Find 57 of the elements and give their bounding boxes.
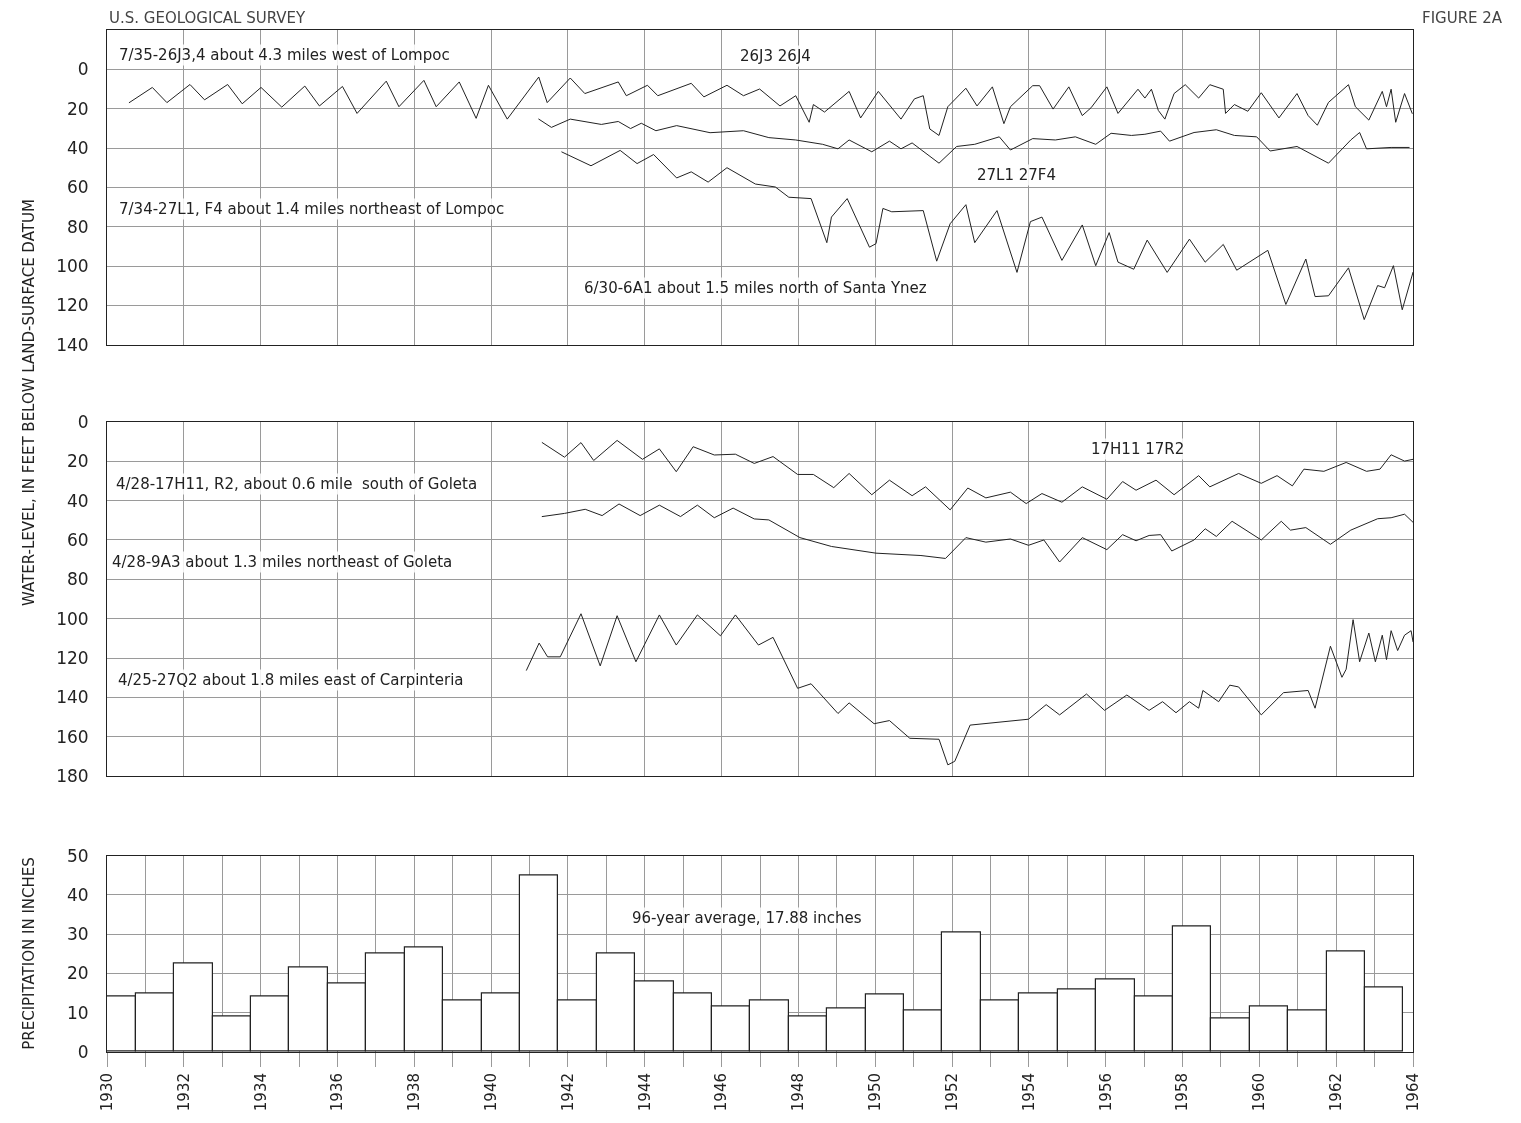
y-axis-title: WATER-LEVEL, IN FEET BELOW LAND-SURFACE DATUM	[19, 199, 38, 607]
x-tick-label: 1940	[481, 1073, 500, 1112]
x-tick-label: 1952	[942, 1073, 961, 1112]
y-tick-label: 0	[77, 411, 89, 432]
y-tick-label: 20	[66, 451, 89, 472]
y-tick-label: 0	[77, 1041, 89, 1062]
x-tick-label: 1962	[1327, 1073, 1346, 1112]
y-tick-label: 80	[66, 569, 89, 590]
x-tick-label: 1938	[405, 1073, 424, 1112]
y-tick-label: 40	[66, 490, 89, 511]
x-tick-label: 1936	[328, 1073, 347, 1112]
x-tick-label: 1930	[97, 1073, 116, 1112]
x-tick-label: 1956	[1096, 1073, 1115, 1112]
annotation: 7/35-26J3,4 about 4.3 miles west of Lompoc	[119, 46, 450, 64]
annotation: 96-year average, 17.88 inches	[632, 909, 862, 927]
y-tick-label: 100	[56, 608, 89, 629]
y-tick-label: 120	[56, 647, 89, 668]
y-tick-label: 50	[66, 845, 89, 866]
x-tick-label: 1942	[558, 1073, 577, 1112]
y-tick-label: 20	[66, 98, 89, 119]
x-tick-label: 1946	[712, 1073, 731, 1112]
y-tick-label: 40	[66, 137, 89, 158]
x-tick-label: 1964	[1403, 1073, 1422, 1112]
line-series	[538, 118, 1410, 164]
annotation: 27L1 27F4	[977, 166, 1057, 184]
x-tick-label: 1948	[789, 1073, 808, 1112]
x-tick-label: 1944	[635, 1073, 654, 1112]
y-tick-label: 30	[66, 924, 89, 945]
annotation: 7/34-27L1, F4 about 1.4 miles northeast of Lompoc	[119, 200, 505, 218]
y-tick-label: 160	[56, 726, 89, 747]
x-tick-label: 1950	[866, 1073, 885, 1112]
y-axis-title: PRECIPITATION IN INCHES	[20, 857, 39, 1050]
y-tick-label: 100	[56, 256, 89, 277]
x-tick-label: 1958	[1173, 1073, 1192, 1112]
y-tick-label: 10	[66, 1002, 89, 1023]
y-tick-label: 180	[56, 766, 89, 787]
caption: FIGURE 2A	[1422, 9, 1503, 27]
y-tick-label: 120	[56, 295, 89, 316]
y-tick-label: 60	[66, 177, 89, 198]
x-tick-label: 1934	[251, 1073, 270, 1112]
annotation: 4/28-17H11, R2, about 0.6 mile south of Goleta	[116, 475, 478, 493]
x-tick-label: 1960	[1250, 1073, 1269, 1112]
annotation: 4/25-27Q2 about 1.8 miles east of Carpinteria	[118, 671, 464, 689]
y-tick-label: 20	[66, 963, 89, 984]
x-tick-label: 1954	[1019, 1073, 1038, 1112]
x-tick-label: 1932	[174, 1073, 193, 1112]
y-tick-label: 60	[66, 529, 89, 550]
chart-title: U.S. GEOLOGICAL SURVEY	[109, 9, 307, 27]
annotation: 6/30-6A1 about 1.5 miles north of Santa Ynez	[584, 279, 927, 297]
y-tick-label: 140	[56, 687, 89, 708]
annotation: 4/28-9A3 about 1.3 miles northeast of Goleta	[112, 553, 453, 571]
y-tick-label: 0	[77, 59, 89, 80]
y-tick-label: 140	[56, 334, 89, 355]
annotation: 26J3 26J4	[740, 47, 811, 65]
y-tick-label: 80	[66, 216, 89, 237]
y-tick-label: 40	[66, 884, 89, 905]
annotation: 17H11 17R2	[1091, 440, 1185, 458]
